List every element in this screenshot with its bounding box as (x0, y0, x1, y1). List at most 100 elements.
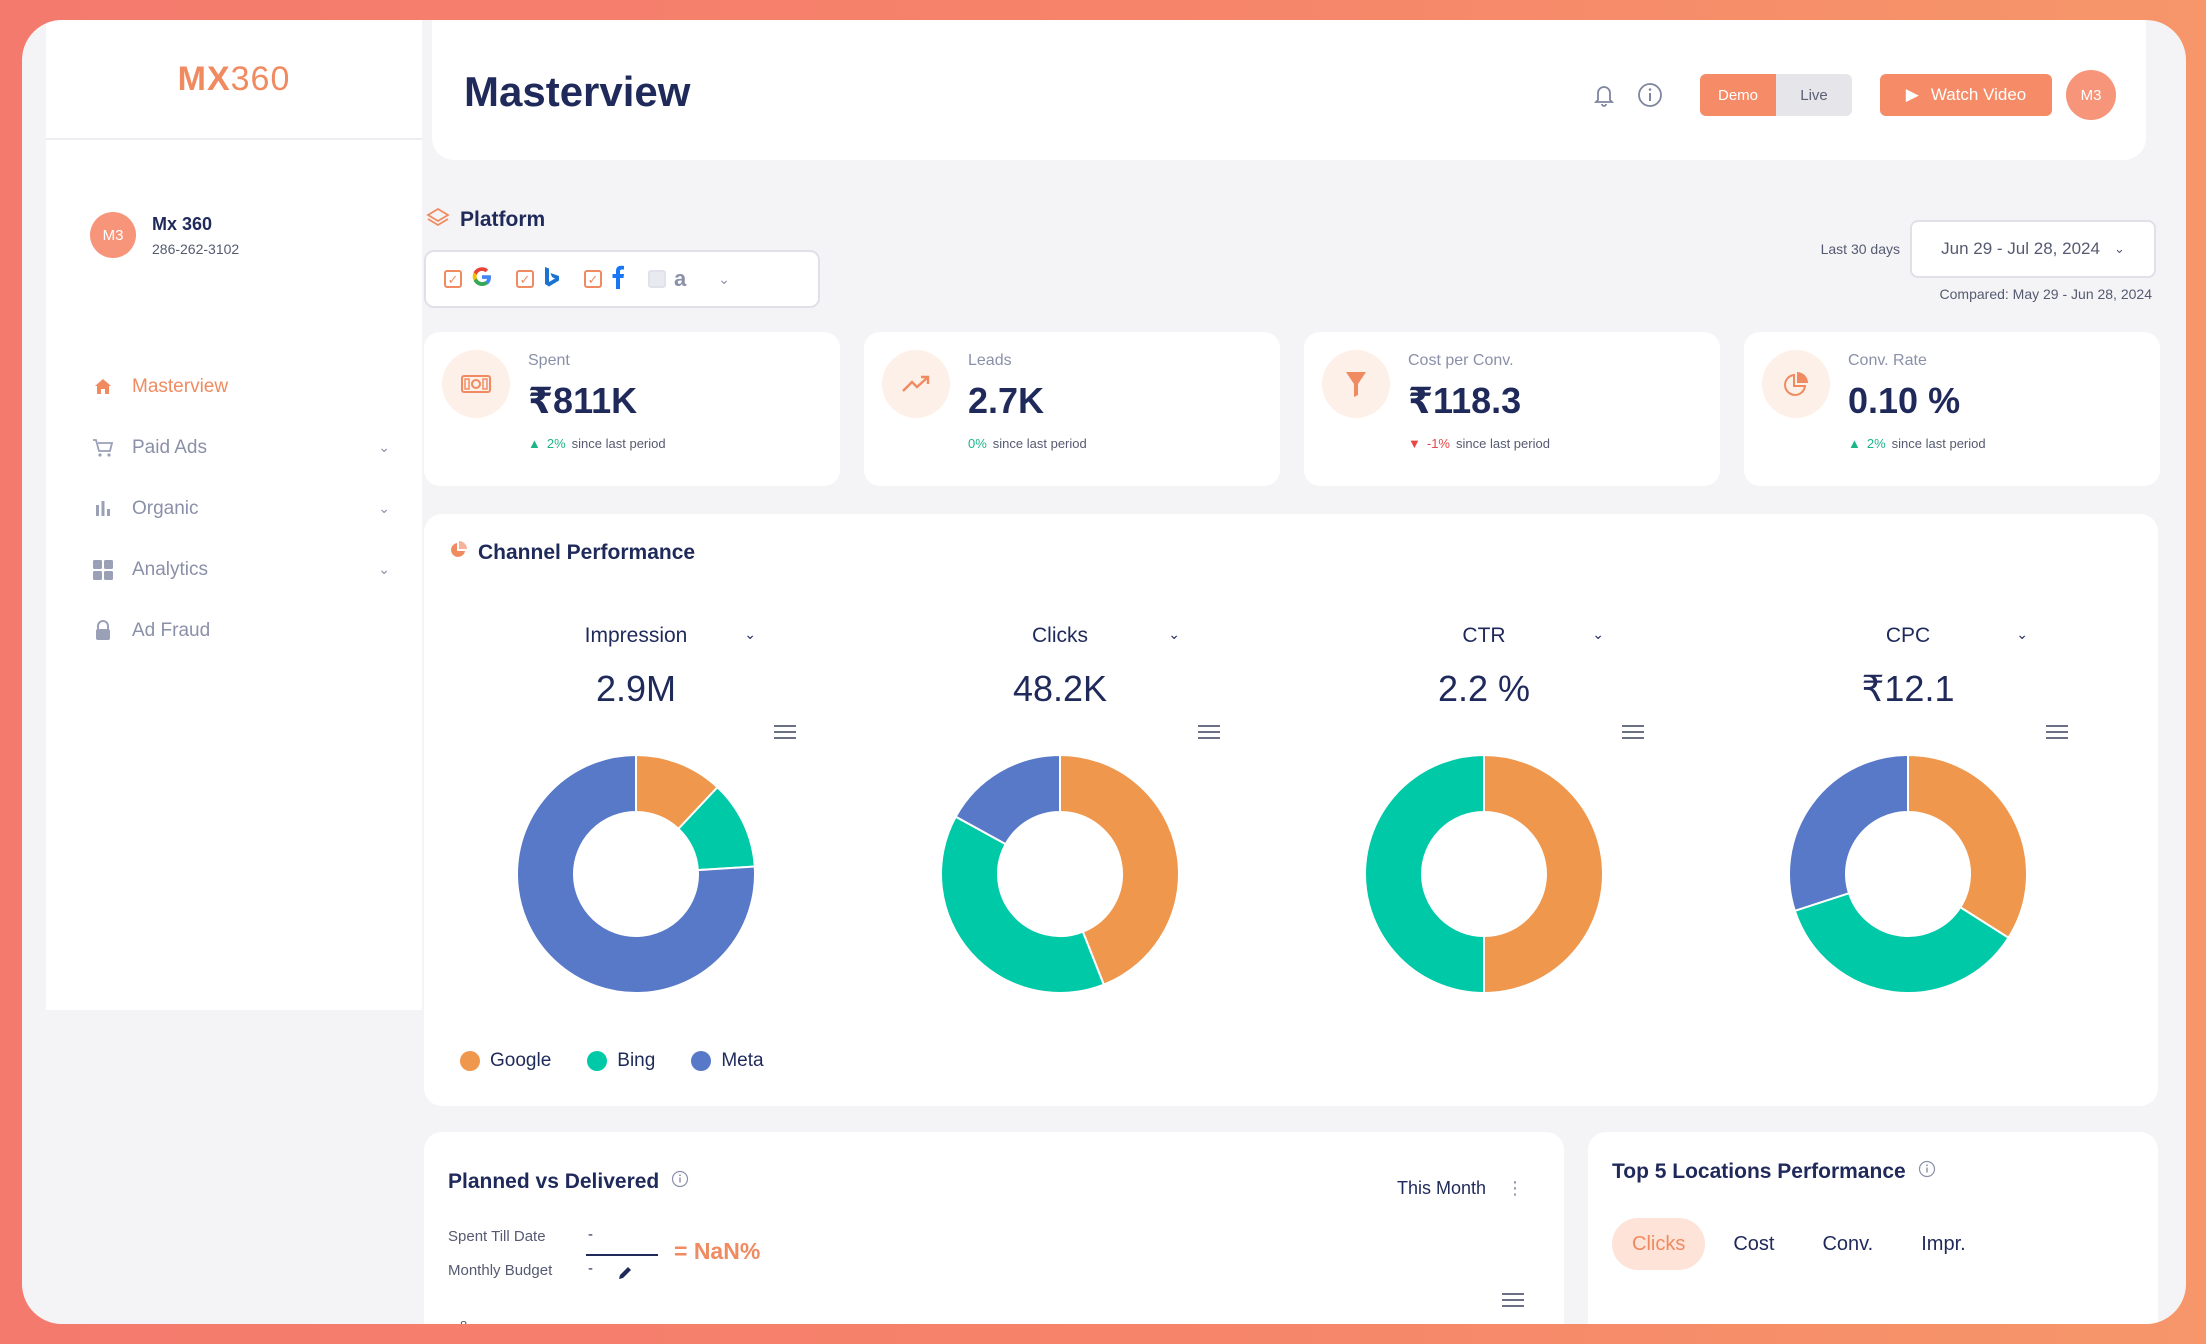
bell-icon[interactable] (1588, 79, 1620, 111)
live-mode-button[interactable]: Live (1776, 74, 1852, 116)
metric-value: 2.2 % (1437, 668, 1531, 709)
info-icon[interactable] (1634, 79, 1666, 111)
donut-slice-bing[interactable] (1793, 891, 2010, 994)
metric-title: Clicks (1032, 624, 1088, 647)
sidebar-item-ad-fraud[interactable]: Ad Fraud (90, 600, 390, 661)
kpi-label: Spent (528, 352, 570, 369)
watch-video-label: Watch Video (1930, 85, 2027, 104)
chevron-down-icon[interactable]: ⌄ (718, 270, 730, 287)
play-icon: ▶ (1905, 85, 1919, 104)
info-icon[interactable] (1918, 1160, 1936, 1184)
mode-toggle[interactable]: Demo Live (1700, 74, 1852, 116)
budget-label: Monthly Budget (448, 1262, 553, 1279)
donut-chart[interactable] (940, 754, 1180, 994)
legend-item-bing[interactable]: Bing (587, 1050, 655, 1072)
menu-icon[interactable] (774, 724, 796, 745)
platform-option-facebook[interactable]: ✓ (584, 265, 626, 294)
metric-selector[interactable]: CTR ⌄ (1274, 624, 1694, 648)
sidebar-item-organic[interactable]: Organic ⌄ (90, 478, 390, 539)
chevron-down-icon[interactable]: ⌄ (378, 561, 390, 577)
menu-icon[interactable] (1502, 1292, 1524, 1313)
period-selector[interactable]: This Month ⋮ (1397, 1178, 1524, 1199)
kpi-label: Cost per Conv. (1408, 352, 1514, 369)
logo-text: MX (177, 59, 231, 98)
kpi-value: ₹811K (528, 380, 638, 421)
donut-slice-meta[interactable] (1788, 754, 1909, 913)
tab-cost[interactable]: Cost (1733, 1232, 1775, 1255)
chevron-down-icon[interactable]: ⌄ (378, 500, 390, 516)
checkbox-checked[interactable]: ✓ (584, 270, 602, 288)
metric-clicks: Clicks ⌄ 48.2K (850, 624, 1270, 1024)
donut-slice-bing[interactable] (940, 815, 1106, 994)
sidebar-item-analytics[interactable]: Analytics ⌄ (90, 539, 390, 600)
platform-option-bing[interactable]: ✓ (516, 265, 562, 294)
platform-select[interactable]: ✓ ✓ ✓ a ⌄ (424, 250, 820, 308)
platform-option-google[interactable]: ✓ (444, 265, 494, 294)
chevron-down-icon[interactable]: ⌄ (378, 439, 390, 455)
chevron-down-icon[interactable]: ⌄ (1168, 626, 1180, 642)
donut-slice-google[interactable] (1059, 754, 1180, 986)
fraction-divider (586, 1254, 658, 1256)
info-icon[interactable] (671, 1170, 689, 1194)
demo-mode-button[interactable]: Demo (1700, 74, 1776, 116)
date-range-picker[interactable]: Jun 29 - Jul 28, 2024 ⌄ (1910, 220, 2156, 278)
sidebar-item-label: Ad Fraud (132, 619, 211, 641)
legend-item-meta[interactable]: Meta (691, 1050, 764, 1072)
tab-clicks[interactable]: Clicks (1612, 1218, 1706, 1270)
channel-performance-title: Channel Performance (448, 540, 695, 566)
donut-slice-meta[interactable] (954, 754, 1061, 846)
kpi-change-value: 2% (1866, 436, 1886, 451)
legend-dot (587, 1051, 608, 1071)
channel-title-text: Channel Performance (478, 541, 696, 564)
platform-label: Platform (426, 207, 545, 233)
trend-up-icon (882, 350, 950, 418)
user-profile[interactable]: M3 Mx 360 286-262-3102 (90, 212, 239, 258)
checkbox-checked[interactable]: ✓ (516, 270, 534, 288)
menu-icon[interactable] (2046, 724, 2068, 745)
menu-icon[interactable] (1622, 724, 1644, 745)
metric-selector[interactable]: Clicks ⌄ (850, 624, 1270, 648)
donut-chart[interactable] (516, 754, 756, 994)
chevron-down-icon[interactable]: ⌄ (744, 626, 756, 642)
tab-impr[interactable]: Impr. (1921, 1232, 1966, 1255)
page-title: Masterview (464, 68, 691, 115)
facebook-icon (610, 265, 626, 294)
menu-icon[interactable] (1198, 724, 1220, 745)
chevron-down-icon[interactable]: ⌄ (1592, 626, 1604, 642)
metric-title: CTR (1462, 624, 1506, 647)
metric-title: CPC (1885, 624, 1931, 647)
donut-slice-bing[interactable] (1364, 754, 1485, 994)
sidebar-item-masterview[interactable]: Masterview (90, 356, 390, 417)
money-icon (442, 350, 510, 418)
sidebar-item-label: Paid Ads (132, 436, 207, 458)
edit-icon[interactable] (616, 1264, 634, 1287)
metric-selector[interactable]: Impression ⌄ (426, 624, 846, 648)
legend-label: Meta (721, 1050, 764, 1071)
legend-item-google[interactable]: Google (460, 1050, 551, 1072)
checkbox-unchecked[interactable] (648, 270, 666, 288)
donut-chart[interactable] (1788, 754, 2028, 994)
arrow-down-icon: ▼ (1408, 436, 1421, 451)
sidebar-item-paid-ads[interactable]: Paid Ads ⌄ (90, 417, 390, 478)
donut-slice-google[interactable] (1907, 754, 2028, 940)
kpi-value: ₹118.3 (1408, 380, 1522, 421)
header-avatar[interactable]: M3 (2066, 70, 2116, 120)
app-window: MX 360 M3 Mx 360 286-262-3102 Masterview … (22, 20, 2186, 1324)
app-logo[interactable]: MX 360 (46, 20, 422, 140)
tab-conv[interactable]: Conv. (1822, 1232, 1874, 1255)
chevron-down-icon[interactable]: ⌄ (2016, 626, 2028, 642)
kpi-card-cost-per-conv: Cost per Conv. ₹118.3 ▼ -1% since last p… (1304, 332, 1720, 486)
locations-title: Top 5 Locations Performance (1612, 1160, 1936, 1184)
kpi-change-suffix: since last period (992, 436, 1087, 451)
watch-video-button[interactable]: ▶ Watch Video (1880, 74, 2052, 116)
sidebar-item-label: Analytics (132, 558, 209, 580)
metric-selector[interactable]: CPC ⌄ (1698, 624, 2118, 648)
kebab-menu-icon[interactable]: ⋮ (1506, 1178, 1524, 1198)
donut-slice-meta[interactable] (516, 754, 756, 994)
platform-option-amazon[interactable]: a (648, 266, 686, 292)
axis-tick: 8 (460, 1318, 467, 1324)
donut-slice-google[interactable] (1483, 754, 1604, 994)
donut-chart[interactable] (1364, 754, 1604, 994)
budget-value: - (588, 1260, 593, 1277)
checkbox-checked[interactable]: ✓ (444, 270, 462, 288)
